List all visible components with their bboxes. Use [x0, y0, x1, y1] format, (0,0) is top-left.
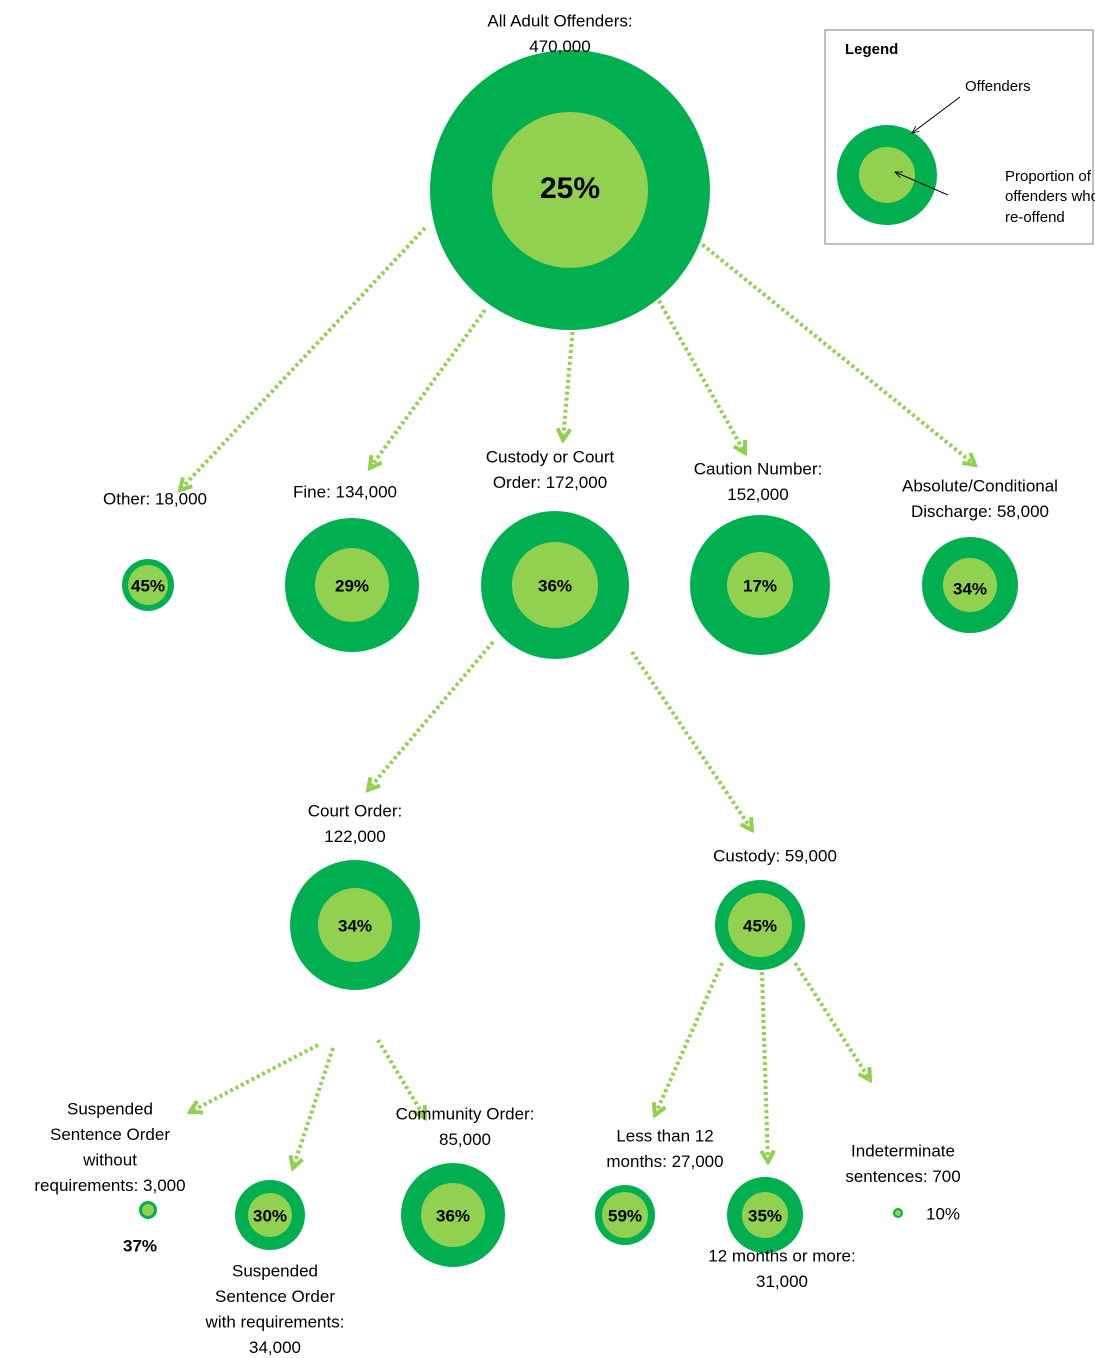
reoffend-percent: 37% — [123, 1236, 157, 1255]
legend-title: Legend — [845, 41, 898, 58]
reoffend-circle — [742, 1192, 788, 1238]
reoffend-percent: 45% — [743, 916, 777, 935]
reoffend-circle — [315, 548, 389, 622]
arrow — [691, 235, 975, 465]
reoffend-circle — [128, 565, 168, 605]
legend: Legend Offenders Proportion of offenders… — [824, 29, 1095, 245]
arrow — [370, 308, 487, 468]
reoffend-percent: 25% — [540, 172, 600, 205]
node-label: without — [82, 1150, 137, 1169]
reoffend-percent: 29% — [335, 576, 369, 595]
node-label: All Adult Offenders: — [487, 11, 632, 30]
reoffend-percent: 36% — [538, 576, 572, 595]
node-label: Sentence Order — [215, 1287, 335, 1306]
node: 12 months or more: 31,000 35% — [708, 1177, 856, 1291]
arrow — [762, 971, 768, 1162]
arrow — [655, 962, 724, 1115]
node: Caution Number: 152,000 17% — [690, 459, 830, 655]
node-label: Order: 172,000 — [493, 473, 607, 492]
node-label: requirements: 3,000 — [34, 1176, 185, 1195]
reoffend-circle — [492, 112, 648, 268]
legend-arrow — [912, 96, 961, 133]
reoffend-circle — [512, 542, 598, 628]
node: Indeterminate sentences: 700 10% — [845, 1141, 960, 1223]
node: Absolute/Conditional Discharge: 58,000 34% — [902, 476, 1058, 633]
arrow — [630, 650, 752, 830]
node-label: 85,000 — [439, 1130, 491, 1149]
node-label: Court Order: — [308, 801, 402, 820]
node-label: Absolute/Conditional — [902, 476, 1058, 495]
node-label: Custody or Court — [486, 447, 615, 466]
reoffend-circle — [602, 1192, 648, 1238]
legend-inner-label: re-offend — [1005, 209, 1065, 226]
node-label: 122,000 — [324, 827, 385, 846]
reoffend-percent: 17% — [743, 576, 777, 595]
reoffend-circle — [727, 552, 793, 618]
nodes: All Adult Offenders: 470,000 25% Other: 18,… — [34, 11, 1058, 1357]
node: Court Order: 122,000 34% — [290, 801, 420, 990]
node-label: Other: 18,000 — [103, 489, 207, 508]
arrow — [793, 961, 870, 1080]
reoffend-percent: 59% — [608, 1206, 642, 1225]
node: Other: 18,000 45% — [103, 489, 207, 611]
node-label: Suspended — [67, 1099, 153, 1118]
reoffend-percent: 35% — [748, 1206, 782, 1225]
arrow — [293, 1047, 335, 1168]
node-label: Sentence Order — [50, 1125, 170, 1144]
arrow — [368, 640, 495, 790]
reoffend-circle — [421, 1183, 485, 1247]
arrows — [180, 226, 975, 1168]
node-label: Less than 12 — [616, 1126, 713, 1145]
node-label: with requirements: — [205, 1312, 345, 1331]
node: Custody or Court Order: 172,000 36% — [481, 447, 629, 659]
node: Custody: 59,000 45% — [713, 846, 837, 970]
node: Fine: 134,000 29% — [285, 482, 419, 652]
reoffend-percent: 34% — [338, 916, 372, 935]
node-label: Community Order: — [396, 1104, 535, 1123]
node-label: Discharge: 58,000 — [911, 502, 1049, 521]
legend-arrow — [895, 172, 949, 196]
reoffend-circle — [142, 1204, 154, 1216]
node-label: 470,000 — [529, 37, 590, 56]
reoffend-percent: 45% — [131, 576, 165, 595]
reoffend-circle — [248, 1193, 292, 1237]
node: All Adult Offenders: 470,000 25% — [430, 11, 710, 330]
reoffend-percent: 10% — [926, 1204, 960, 1223]
node-label: 152,000 — [727, 485, 788, 504]
reoffend-circle — [895, 1210, 901, 1216]
arrow — [180, 226, 427, 490]
reoffend-percent: 30% — [253, 1206, 287, 1225]
legend-inner-label: offenders who — [1005, 188, 1095, 205]
node-label: Custody: 59,000 — [713, 846, 837, 865]
arrow — [648, 284, 745, 453]
node-label: Indeterminate — [851, 1141, 955, 1160]
node-label: Suspended — [232, 1261, 318, 1280]
node: Community Order: 85,000 36% — [396, 1104, 535, 1267]
node-label: sentences: 700 — [845, 1167, 960, 1186]
reoffend-circle — [943, 558, 997, 612]
reoffend-percent: 34% — [953, 579, 987, 598]
node-label: 31,000 — [756, 1272, 808, 1291]
reoffend-percent: 36% — [436, 1206, 470, 1225]
node-label: Caution Number: — [694, 459, 823, 478]
arrow — [190, 1043, 319, 1112]
node: Less than 12 months: 27,000 59% — [595, 1126, 724, 1245]
legend-outer-label: Offenders — [965, 78, 1031, 95]
legend-inner-circle — [859, 147, 915, 203]
node: Suspended Sentence Order with requirements… — [205, 1180, 345, 1357]
reoffend-circle — [728, 893, 792, 957]
node-label: 34,000 — [249, 1338, 301, 1357]
node-label: 12 months or more: — [708, 1246, 855, 1265]
legend-inner-label: Proportion of — [1005, 168, 1092, 185]
node-label: months: 27,000 — [606, 1152, 723, 1171]
node-label: Fine: 134,000 — [293, 482, 397, 501]
node: Suspended Sentence Order without requiremen… — [34, 1099, 185, 1255]
reoffend-circle — [318, 888, 392, 962]
arrow — [563, 325, 575, 440]
